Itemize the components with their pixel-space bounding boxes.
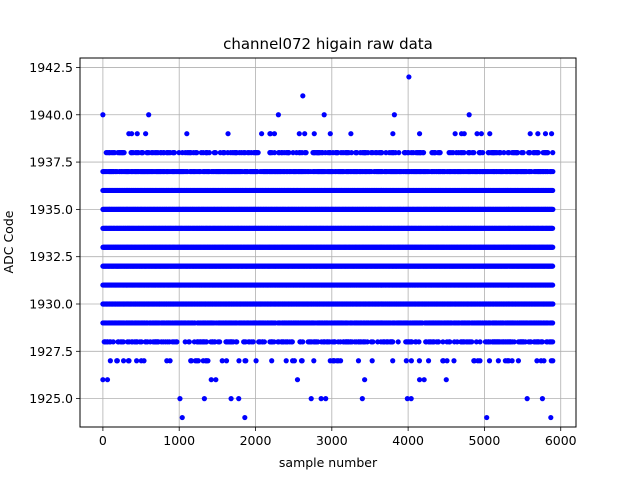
data-point — [396, 150, 402, 156]
data-point — [550, 282, 556, 288]
data-point — [302, 131, 308, 137]
data-point — [550, 206, 556, 212]
data-point — [461, 150, 467, 156]
data-point — [194, 150, 200, 156]
data-point — [480, 150, 486, 156]
data-point — [206, 150, 212, 156]
data-point — [271, 150, 278, 156]
data-point — [303, 150, 309, 156]
data-point — [550, 244, 556, 250]
data-point — [549, 225, 556, 231]
data-point — [515, 150, 521, 156]
data-point — [527, 150, 533, 156]
data-point — [452, 131, 458, 137]
data-point — [437, 150, 443, 156]
data-point — [286, 150, 292, 156]
data-point — [501, 150, 507, 156]
data-point — [535, 150, 541, 156]
data-point — [379, 150, 385, 156]
data-point — [474, 131, 480, 137]
data-point — [267, 131, 274, 137]
data-point — [545, 150, 551, 156]
data-point — [354, 150, 360, 156]
data-point — [171, 150, 178, 156]
data-point — [550, 168, 556, 175]
data-point — [255, 150, 261, 156]
data-point — [271, 131, 278, 137]
data-point — [471, 150, 477, 156]
data-point — [550, 150, 556, 156]
data-point — [348, 150, 355, 156]
data-point — [296, 131, 302, 137]
data-point — [212, 150, 219, 156]
data-points — [100, 74, 556, 421]
data-point — [140, 150, 146, 156]
data-point — [420, 150, 427, 156]
data-point — [550, 263, 556, 269]
data-point — [121, 150, 127, 156]
grid — [80, 58, 576, 427]
data-point — [550, 187, 556, 194]
data-point — [520, 150, 526, 156]
